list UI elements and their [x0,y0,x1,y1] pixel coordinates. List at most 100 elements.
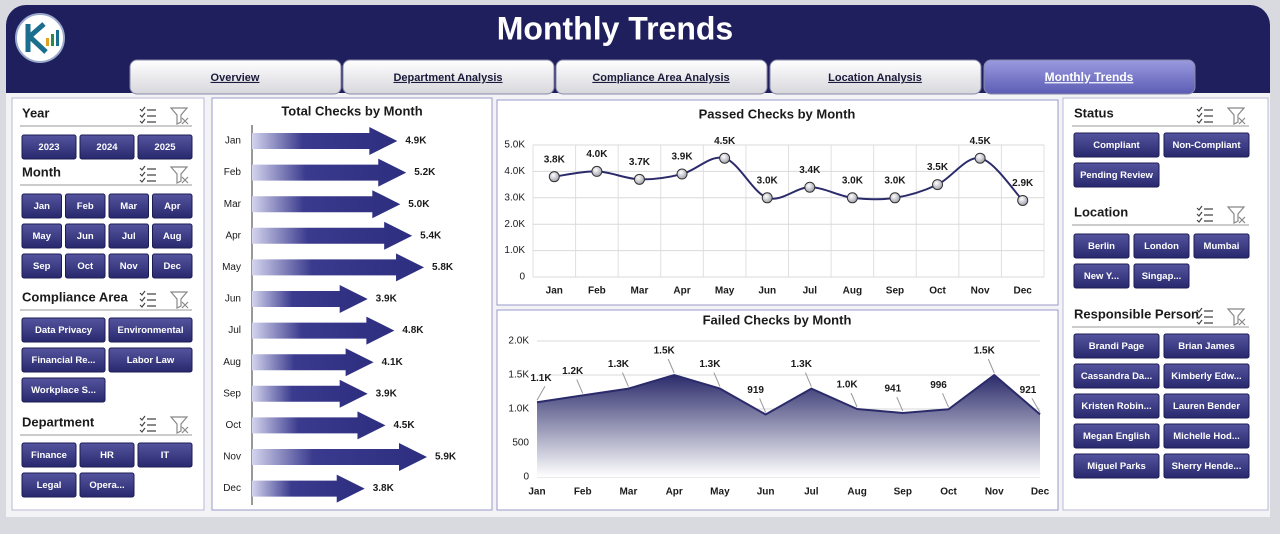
slicer-button[interactable] [1073,263,1130,289]
slicer-button[interactable] [1163,333,1250,359]
slicer-item[interactable]: New Y... [1084,271,1119,282]
tab-label[interactable]: Overview [211,72,260,84]
slicer-item[interactable]: Kimberly Edw... [1171,371,1241,382]
clear-filter-icon[interactable] [169,291,189,309]
multi-select-icon[interactable] [1196,307,1213,325]
slicer-button[interactable] [137,134,193,160]
multi-select-icon[interactable] [139,415,156,433]
slicer-button[interactable] [108,253,149,279]
slicer-button[interactable] [21,472,77,498]
clear-filter-icon[interactable] [169,166,189,184]
slicer-item[interactable]: Michelle Hod... [1173,431,1240,442]
slicer-button[interactable] [65,253,106,279]
slicer-button[interactable] [137,442,193,468]
clear-filter-icon[interactable] [169,416,189,434]
slicer-button[interactable] [108,317,193,343]
slicer-button[interactable] [1073,453,1160,479]
tab-label[interactable]: Compliance Area Analysis [592,72,729,84]
slicer-button[interactable] [1163,132,1250,158]
slicer-item[interactable]: Pending Review [1080,170,1153,181]
slicer-item[interactable]: Miguel Parks [1087,461,1146,472]
clear-filter-icon[interactable] [1226,308,1246,326]
slicer-button[interactable] [79,442,135,468]
slicer-button[interactable] [108,223,149,249]
slicer-button[interactable] [21,253,62,279]
slicer-item[interactable]: 2024 [96,142,118,153]
slicer-item[interactable]: May [33,231,52,242]
multi-select-icon[interactable] [139,290,156,308]
slicer-item[interactable]: Mar [120,201,137,212]
slicer-button[interactable] [21,193,62,219]
tab[interactable] [129,59,342,95]
slicer-button[interactable] [21,317,106,343]
slicer-button[interactable] [1163,423,1250,449]
slicer-item[interactable]: Mumbai [1204,241,1240,252]
slicer-button[interactable] [1073,393,1160,419]
slicer-button[interactable] [152,253,193,279]
slicer-button[interactable] [21,347,106,373]
slicer-button[interactable] [1073,132,1160,158]
tab[interactable] [769,59,982,95]
slicer-item[interactable]: Non-Compliant [1172,140,1241,151]
slicer-button[interactable] [65,193,106,219]
slicer-button[interactable] [65,223,106,249]
slicer-button[interactable] [1163,453,1250,479]
slicer-item[interactable]: Dec [164,261,181,272]
slicer-item[interactable]: Workplace S... [31,385,96,396]
slicer-button[interactable] [1133,233,1190,259]
slicer-button[interactable] [21,223,62,249]
clear-filter-icon[interactable] [169,107,189,125]
slicer-button[interactable] [1073,423,1160,449]
tab[interactable] [983,59,1196,95]
multi-select-icon[interactable] [1196,205,1213,223]
slicer-button[interactable] [21,134,77,160]
slicer-item[interactable]: Megan English [1083,431,1150,442]
slicer-item[interactable]: Compliant [1093,140,1140,151]
multi-select-icon[interactable] [139,165,156,183]
slicer-button[interactable] [1073,363,1160,389]
slicer-button[interactable] [1133,263,1190,289]
slicer-item[interactable]: Labor Law [127,355,175,366]
slicer-item[interactable]: Feb [77,201,94,212]
multi-select-icon[interactable] [139,106,156,124]
slicer-item[interactable]: Brandi Page [1089,341,1144,352]
slicer-item[interactable]: 2023 [38,142,59,153]
clear-filter-icon[interactable] [1226,107,1246,125]
slicer-item[interactable]: Cassandra Da... [1081,371,1152,382]
tab[interactable] [342,59,555,95]
slicer-item[interactable]: Sherry Hende... [1172,461,1242,472]
slicer-item[interactable]: Apr [164,201,181,212]
slicer-item[interactable]: Jul [122,231,136,242]
slicer-button[interactable] [21,377,106,403]
slicer-item[interactable]: Jun [77,231,94,242]
slicer-button[interactable] [21,442,77,468]
slicer-item[interactable]: Finance [31,450,67,461]
slicer-button[interactable] [1073,162,1160,188]
tab[interactable] [555,59,768,95]
slicer-button[interactable] [108,347,193,373]
slicer-item[interactable]: Nov [120,261,139,272]
slicer-item[interactable]: Sep [33,261,51,272]
slicer-item[interactable]: Financial Re... [32,355,96,366]
multi-select-icon[interactable] [1196,106,1213,124]
slicer-button[interactable] [1073,233,1130,259]
slicer-item[interactable]: Environmental [118,325,184,336]
slicer-button[interactable] [79,134,135,160]
slicer-item[interactable]: Aug [163,231,182,242]
slicer-button[interactable] [1073,333,1160,359]
slicer-button[interactable] [108,193,149,219]
slicer-button[interactable] [152,223,193,249]
slicer-item[interactable]: Opera... [89,480,124,491]
tab-label[interactable]: Monthly Trends [1045,70,1134,84]
slicer-item[interactable]: 2025 [154,142,176,153]
slicer-button[interactable] [79,472,135,498]
slicer-item[interactable]: HR [100,450,114,461]
slicer-item[interactable]: IT [161,450,170,461]
slicer-item[interactable]: Data Privacy [35,325,93,336]
slicer-button[interactable] [1163,363,1250,389]
slicer-item[interactable]: Jan [34,201,51,212]
slicer-button[interactable] [1193,233,1250,259]
slicer-item[interactable]: Kristen Robin... [1081,401,1151,412]
clear-filter-icon[interactable] [1226,206,1246,224]
slicer-item[interactable]: London [1144,241,1179,252]
